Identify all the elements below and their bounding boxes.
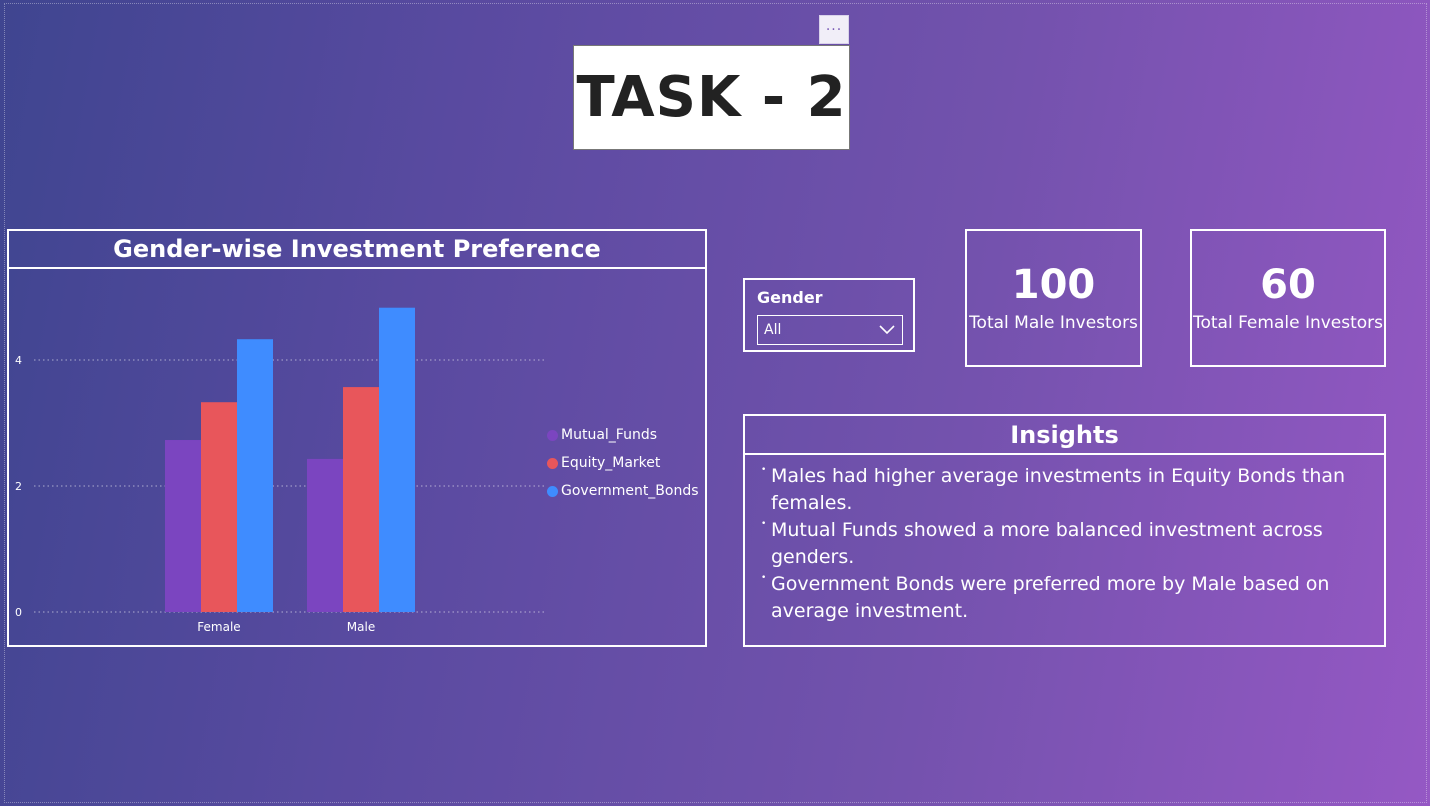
insights-list: Males had higher average investments in …	[745, 455, 1384, 625]
bar-mutual-funds-male[interactable]	[307, 458, 343, 612]
legend-dot	[547, 457, 558, 469]
insights-card: Insights Males had higher average invest…	[743, 414, 1386, 647]
slicer-label: Gender	[757, 288, 823, 307]
legend-dot	[547, 485, 558, 497]
x-tick-label: Female	[197, 620, 240, 634]
legend-label: Equity_Market	[561, 455, 661, 471]
gender-investment-chart[interactable]: Gender-wise Investment Preference 0 2 4 Fem…	[7, 229, 707, 647]
gender-slicer[interactable]: Gender All	[743, 278, 915, 352]
bar-government-bonds-male[interactable]	[379, 307, 415, 612]
kpi-label: Total Male Investors	[969, 313, 1138, 333]
chevron-down-icon	[879, 325, 895, 335]
y-tick-label: 2	[15, 480, 22, 493]
more-options-icon[interactable]: ···	[819, 15, 849, 44]
bar-chart-plot: 0 2 4 Female Male	[15, 307, 547, 634]
gender-dropdown[interactable]: All	[757, 315, 903, 345]
legend-label: Government_Bonds	[561, 483, 699, 499]
legend-item[interactable]: Equity_Market	[547, 449, 699, 477]
x-tick-label: Male	[347, 620, 375, 634]
y-tick-label: 4	[15, 354, 22, 367]
legend-dot	[547, 429, 558, 441]
chart-title: Gender-wise Investment Preference	[9, 231, 705, 269]
insight-item: Males had higher average investments in …	[761, 457, 1364, 517]
bar-mutual-funds-female[interactable]	[165, 440, 201, 612]
kpi-value: 60	[1260, 262, 1316, 308]
y-tick-label: 0	[15, 606, 22, 619]
page-title: TASK - 2	[576, 65, 847, 130]
insights-title: Insights	[745, 416, 1384, 455]
insight-item: Government Bonds were preferred more by …	[761, 565, 1364, 625]
insight-item: Mutual Funds showed a more balanced inve…	[761, 511, 1364, 571]
slicer-selected-value: All	[764, 322, 782, 338]
kpi-value: 100	[1011, 262, 1096, 308]
kpi-card-female: 60 Total Female Investors	[1190, 229, 1386, 367]
title-card: TASK - 2	[573, 45, 850, 150]
bar-equity-market-female[interactable]	[201, 402, 237, 612]
kpi-card-male: 100 Total Male Investors	[965, 229, 1142, 367]
kpi-label: Total Female Investors	[1192, 313, 1384, 333]
bar-equity-market-male[interactable]	[343, 387, 379, 612]
chart-legend: Mutual_Funds Equity_Market Government_Bond…	[547, 421, 699, 505]
legend-label: Mutual_Funds	[561, 427, 657, 443]
bar-government-bonds-female[interactable]	[237, 339, 273, 612]
legend-item[interactable]: Mutual_Funds	[547, 421, 699, 449]
legend-item[interactable]: Government_Bonds	[547, 477, 699, 505]
